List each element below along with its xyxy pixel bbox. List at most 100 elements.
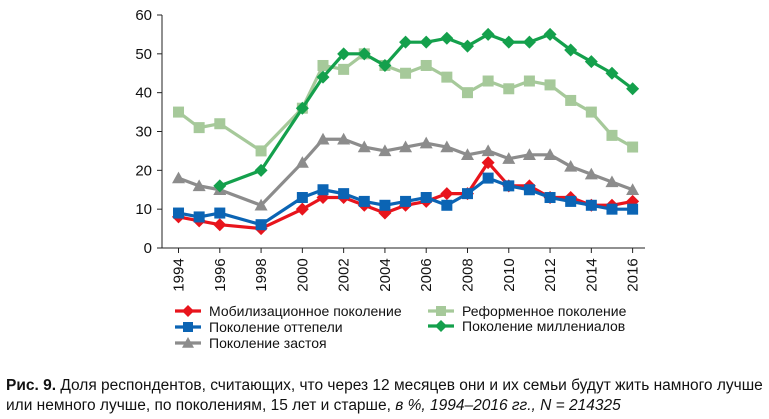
caption-italic: в %, 1994–2016 гг., N = 214325 [395,397,621,414]
x-axis-ticks: 1994 1996 1998 2000 2002 2004 2006 2008 2010 2012… [171,248,642,292]
data-point [441,71,453,83]
x-tick-label: 2004 [377,258,394,291]
data-point [182,337,194,348]
data-point [523,75,535,87]
data-point [606,203,618,215]
data-point [214,118,226,130]
series-3 [173,172,639,231]
data-point [460,39,474,53]
data-point [584,55,598,69]
series-2 [173,48,639,157]
legend-label: Реформенное поколение [462,303,627,319]
data-point [419,136,433,149]
data-point [564,43,578,57]
data-point [296,192,308,204]
data-point [213,179,227,193]
data-point [543,148,557,160]
data-point [182,305,194,317]
data-point [503,180,515,192]
legend-label: Мобилизационное поколение [209,303,402,319]
data-point [585,106,597,118]
data-point [295,101,309,115]
data-point [544,79,556,91]
legend-label: Поколение оттепели [209,319,343,335]
data-point [460,148,474,160]
data-point [543,27,557,41]
x-tick-label: 2008 [459,258,476,291]
series-line [178,160,633,231]
data-point [399,140,413,153]
data-point [295,202,309,216]
legend-item: Поколение миллениалов [428,318,625,334]
data-point [627,141,639,153]
data-point [565,94,577,106]
data-point [400,195,412,207]
data-point [173,106,185,118]
data-point [357,47,371,61]
data-point [193,211,205,223]
legend-item: Поколение оттепели [175,319,343,335]
data-point [173,207,185,219]
legend-item: Реформенное поколение [428,303,627,319]
x-tick-label: 1996 [212,258,229,291]
data-point [400,67,412,79]
data-point [544,192,556,204]
data-point [481,156,495,170]
data-point [183,322,193,332]
data-point [254,198,268,211]
y-tick-label: 50 [135,46,152,63]
data-point [337,47,351,61]
data-point [213,218,227,232]
data-point [502,35,516,49]
data-point [626,183,640,195]
data-point [255,219,267,231]
y-tick-label: 40 [135,85,152,102]
data-point [295,156,309,168]
data-point [436,306,446,316]
data-point [358,195,370,207]
data-point [461,87,473,99]
data-point [316,132,330,145]
data-point [627,203,639,215]
legend-item: Поколение застоя [175,335,327,351]
data-point [317,59,329,71]
data-point [338,188,350,200]
caption-prefix: Рис. 9. [6,377,57,394]
x-tick-label: 2014 [583,258,600,291]
data-point [420,59,432,71]
data-point [565,195,577,207]
x-tick-label: 2010 [501,258,518,291]
data-point [522,35,536,49]
x-tick-label: 2002 [336,258,353,291]
legend-label: Поколение застоя [209,335,327,351]
data-point [214,207,226,219]
series-5 [172,132,640,211]
data-point [461,188,473,200]
data-point [482,75,494,87]
data-point [317,184,329,196]
x-tick-label: 2016 [625,258,642,291]
legend-item: Мобилизационное поколение [175,303,402,319]
data-point [481,27,495,41]
data-point [440,31,454,45]
data-point [420,192,432,204]
legend-label: Поколение миллениалов [462,318,625,334]
data-point [502,152,516,164]
x-tick-label: 1994 [171,258,188,291]
y-tick-label: 60 [135,7,152,24]
data-point [522,148,536,160]
series-4 [213,27,640,193]
x-tick-label: 2000 [294,258,311,291]
y-tick-label: 20 [135,162,152,179]
data-point [523,184,535,196]
data-point [606,129,618,141]
data-point [419,35,433,49]
data-point [605,66,619,80]
data-point [338,63,350,75]
data-point [584,167,598,180]
figure-caption: Рис. 9. Доля респондентов, считающих, чт… [6,376,766,416]
data-point [378,58,392,72]
y-tick-label: 10 [135,201,152,218]
y-axis-ticks: 0 10 20 30 40 50 60 [135,7,162,257]
data-point [626,82,640,96]
